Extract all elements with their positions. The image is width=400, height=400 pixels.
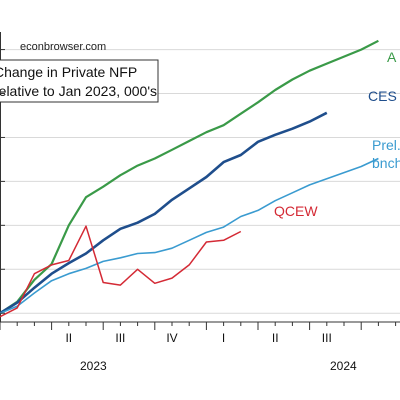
series-label-qcew: QCEW	[274, 203, 318, 219]
series-line-prel-bnchmk	[0, 157, 379, 314]
x-tick-label: II	[65, 331, 72, 345]
series-line-adp	[0, 39, 379, 315]
series-label-bnchmk-1: Prel.	[372, 137, 400, 153]
legend-line-1: Change in Private NFP	[0, 64, 137, 80]
x-tick-label: IV	[166, 331, 177, 345]
series-label-bnchmk-2: bnchmk	[372, 155, 400, 171]
legend-box	[0, 59, 159, 103]
year-label-2024: 2024	[330, 359, 357, 373]
series-line-qcew	[0, 225, 242, 318]
x-tick-label: III	[322, 331, 332, 345]
series-line-ces	[0, 111, 328, 315]
source-caption: econbrowser.com	[20, 41, 106, 53]
x-tick-label: I	[222, 331, 225, 345]
plot-area	[0, 0, 400, 322]
series-layer	[0, 39, 379, 318]
x-tick-label: III	[115, 331, 125, 345]
x-tick-label: II	[272, 331, 279, 345]
gridlines	[0, 49, 400, 314]
x-axis-ticks: II III IV I II III	[0, 49, 397, 345]
legend-line-2: relative to Jan 2023, 000's	[0, 83, 157, 99]
year-label-2023: 2023	[80, 359, 107, 373]
series-label-adp: A	[387, 49, 397, 65]
series-label-ces: CES	[368, 88, 397, 104]
